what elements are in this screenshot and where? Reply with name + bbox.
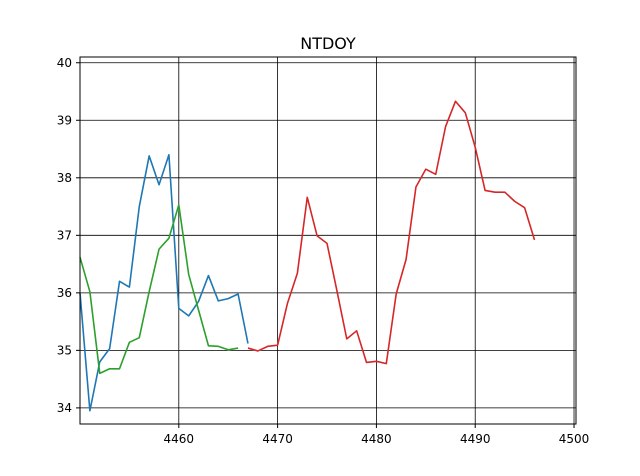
y-tick-label: 39 (57, 113, 72, 127)
x-tick-label: 4460 (164, 432, 195, 446)
chart-title: NTDOY (300, 34, 356, 53)
grid (80, 57, 576, 424)
y-tick-label: 37 (57, 228, 72, 242)
y-tick-label: 36 (57, 286, 72, 300)
x-tick-label: 4470 (262, 432, 293, 446)
series-line-1 (79, 153, 249, 412)
series-line-3 (247, 100, 536, 365)
y-tick-label: 38 (57, 171, 72, 185)
y-tick-label: 35 (57, 343, 72, 357)
y-tick-label: 40 (57, 56, 72, 70)
y-tick-label: 34 (57, 401, 72, 415)
y-axis: 34 35 36 37 38 39 40 (57, 56, 80, 415)
series-layer (79, 100, 536, 412)
x-tick-label: 4500 (559, 432, 590, 446)
x-tick-label: 4490 (460, 432, 491, 446)
plot-frame (79, 56, 577, 425)
series-line-2 (79, 204, 239, 375)
x-axis: 4460 4470 4480 4490 4500 (164, 424, 590, 446)
x-tick-label: 4480 (361, 432, 392, 446)
